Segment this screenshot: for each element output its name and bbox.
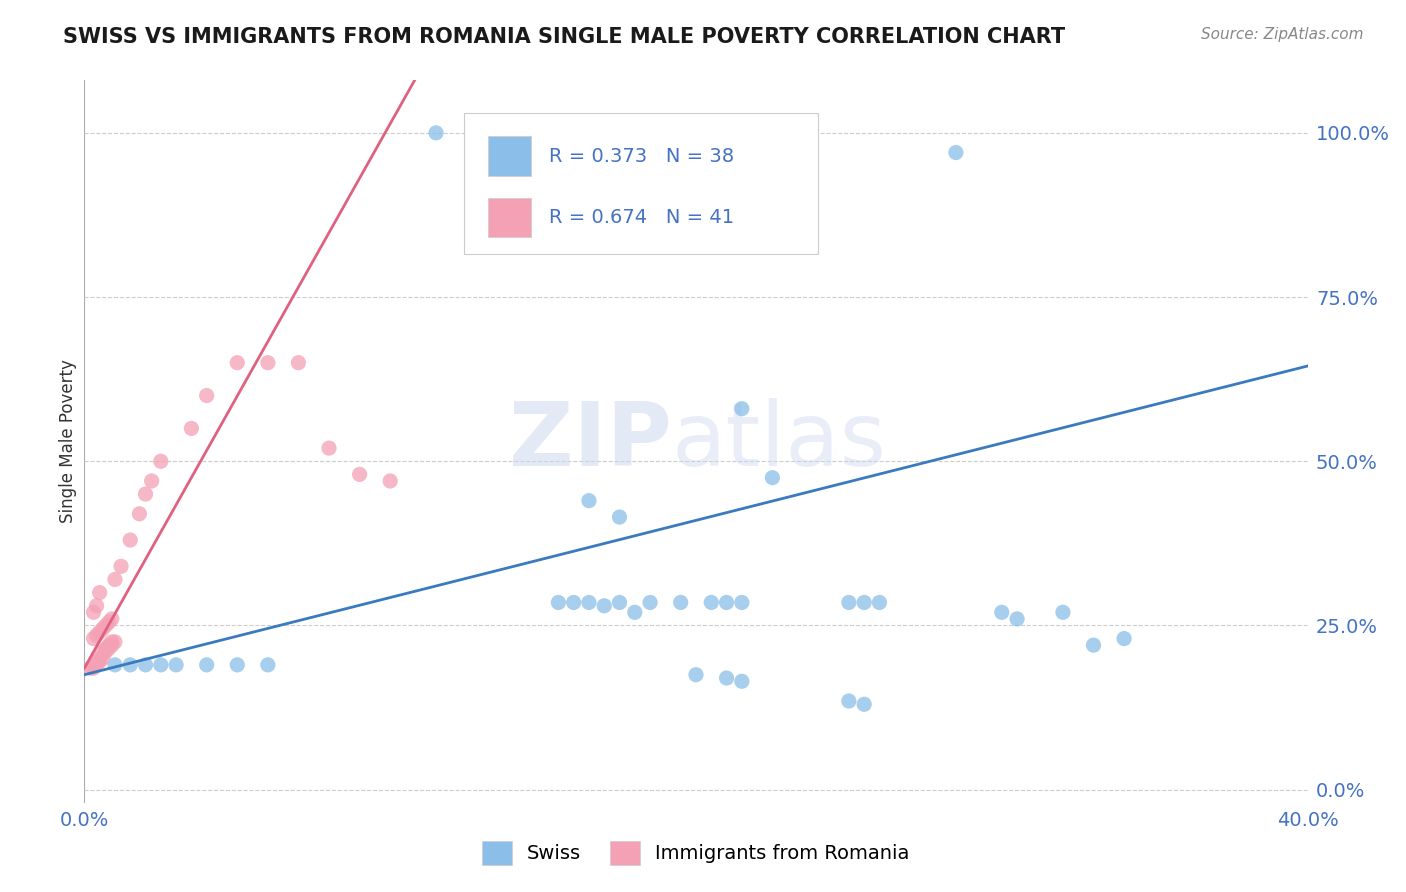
Point [91,622,114,636]
Point [380,474,402,488]
Point [869,595,891,609]
Point [257,657,280,672]
Point [97,641,120,656]
Point [257,356,280,370]
Point [716,595,738,609]
Point [91,651,114,665]
Point [547,595,569,609]
Y-axis label: Single Male Poverty: Single Male Poverty [59,359,77,524]
Point [731,401,754,416]
Point [1114,632,1136,646]
Text: atlas: atlas [672,398,887,485]
Point [141,474,163,488]
Point [425,126,447,140]
Point [1083,638,1105,652]
Point [226,657,249,672]
Point [700,595,723,609]
Point [104,573,127,587]
Point [110,559,132,574]
Point [101,638,124,652]
Point [89,625,111,640]
Point [89,655,111,669]
Point [94,645,117,659]
Point [838,595,860,609]
Point [609,510,631,524]
Point [97,615,120,630]
Point [149,454,172,468]
Point [562,595,585,609]
Point [624,605,647,619]
Text: R = 0.373   N = 38: R = 0.373 N = 38 [550,146,734,166]
Text: ZIP: ZIP [509,398,672,485]
Point [128,507,150,521]
Point [838,694,860,708]
Point [104,657,127,672]
Point [83,657,105,672]
Legend: Swiss, Immigrants from Romania: Swiss, Immigrants from Romania [475,833,917,872]
Point [731,595,754,609]
Point [86,655,108,669]
Point [578,595,600,609]
Point [761,471,783,485]
Point [89,585,111,599]
Point [287,356,309,370]
Point [318,441,340,455]
Point [180,421,202,435]
Point [1052,605,1074,619]
Point [1005,612,1028,626]
Point [91,645,114,659]
Point [135,487,157,501]
Point [731,674,754,689]
Point [83,661,105,675]
Point [120,657,142,672]
Point [135,657,157,672]
Point [165,657,187,672]
FancyBboxPatch shape [488,136,531,176]
Point [79,661,101,675]
Point [195,657,218,672]
Point [101,612,124,626]
FancyBboxPatch shape [488,198,531,237]
Point [83,605,105,619]
Point [89,651,111,665]
FancyBboxPatch shape [464,112,818,253]
Point [349,467,371,482]
Point [638,595,661,609]
Point [669,595,692,609]
Point [195,388,218,402]
Point [86,599,108,613]
Point [593,599,616,613]
Point [853,595,876,609]
Point [945,145,967,160]
Point [86,657,108,672]
Point [83,632,105,646]
Text: SWISS VS IMMIGRANTS FROM ROMANIA SINGLE MALE POVERTY CORRELATION CHART: SWISS VS IMMIGRANTS FROM ROMANIA SINGLE … [63,27,1066,46]
Point [101,635,124,649]
Point [94,618,117,632]
Point [226,356,249,370]
Point [853,698,876,712]
Point [149,657,172,672]
Point [685,667,707,681]
Text: R = 0.674   N = 41: R = 0.674 N = 41 [550,208,734,227]
Text: Source: ZipAtlas.com: Source: ZipAtlas.com [1201,27,1364,42]
Point [609,595,631,609]
Point [104,635,127,649]
Point [97,638,120,652]
Point [716,671,738,685]
Point [86,628,108,642]
Point [120,533,142,547]
Point [578,493,600,508]
Point [991,605,1014,619]
Point [94,641,117,656]
